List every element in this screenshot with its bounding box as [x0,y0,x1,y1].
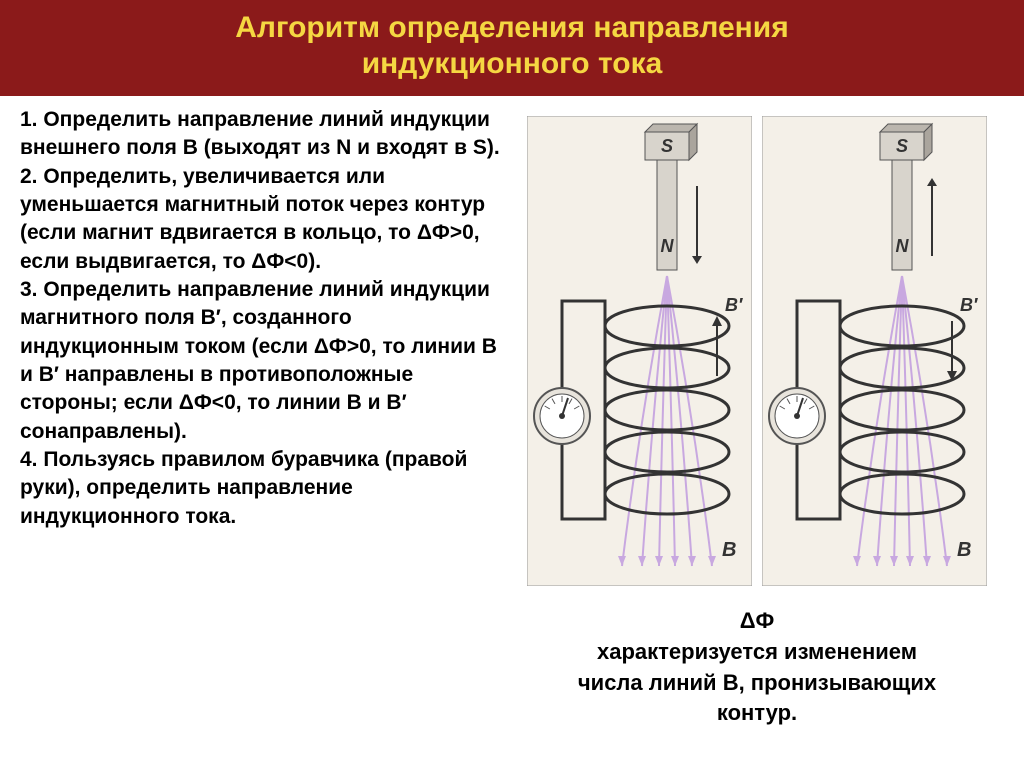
svg-text:S: S [896,136,908,156]
caption-line-4: контур. [510,698,1004,729]
svg-text:B′: B′ [725,295,743,315]
svg-text:S: S [661,136,673,156]
diagram-column: S N B′ B S N B′ B ΔФ характеризуется изменение… [510,106,1004,729]
svg-text:N: N [661,236,675,256]
caption-line-3: числа линий В, пронизывающих [510,668,1004,699]
page-title: Алгоритм определения направления индукци… [0,10,1024,82]
induction-diagram-right: S N B′ B [762,116,987,586]
content-area: 1. Определить направление линий индукции… [0,96,1024,729]
induction-diagram-left: S N B′ B [527,116,752,586]
svg-text:B: B [957,539,971,561]
algorithm-text: 1. Определить направление линий индукции… [20,106,500,531]
svg-text:B: B [722,539,736,561]
svg-text:N: N [896,236,910,256]
diagram-caption: ΔФ характеризуется изменением числа лини… [510,606,1004,729]
svg-text:B′: B′ [960,295,978,315]
algorithm-column: 1. Определить направление линий индукции… [20,106,510,729]
caption-line-1: ΔФ [510,606,1004,637]
caption-line-2: характеризуется изменением [510,637,1004,668]
title-line-2: индукционного тока [362,47,663,80]
diagram-area: S N B′ B S N B′ B [510,116,1004,586]
title-line-1: Алгоритм определения направления [235,11,788,44]
title-header: Алгоритм определения направления индукци… [0,0,1024,96]
